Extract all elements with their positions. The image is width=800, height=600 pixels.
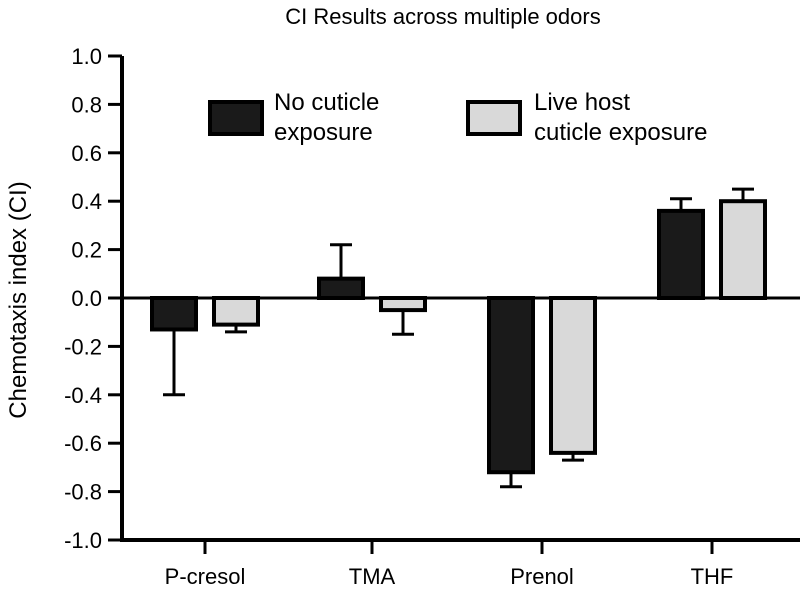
y-tick-label: 0.0	[71, 286, 102, 311]
y-tick-label: 0.2	[71, 238, 102, 263]
bar	[150, 296, 198, 332]
x-tick-label: THF	[691, 564, 734, 589]
x-tick-label: P-cresol	[165, 564, 246, 589]
bar	[317, 276, 365, 301]
bar	[487, 296, 535, 475]
axes: 1.0 0.8 0.6 0.4 0.2 0.0 -0.2 -0.4 -0.6 -0.8 -1.0 P-…	[64, 44, 800, 589]
y-axis-label: Chemotaxis index (CI)	[5, 181, 32, 418]
legend-label: exposure	[274, 119, 373, 146]
legend-label: No cuticle	[274, 89, 379, 116]
legend: No cuticle exposure Live host cuticle expos…	[208, 89, 707, 146]
y-tick-label: -0.6	[64, 431, 102, 456]
bar	[379, 296, 427, 313]
y-tick-label: 0.4	[71, 189, 102, 214]
y-tick-label: 0.6	[71, 141, 102, 166]
bar	[212, 296, 260, 327]
legend-swatch	[466, 100, 522, 136]
bar	[719, 199, 767, 300]
y-tick-label: -0.4	[64, 383, 102, 408]
y-tick-label: -1.0	[64, 528, 102, 553]
legend-swatch	[208, 100, 264, 136]
bar	[549, 296, 597, 455]
y-tick-label: -0.8	[64, 480, 102, 505]
chart-title: CI Results across multiple odors	[285, 4, 600, 29]
bar	[657, 208, 705, 301]
y-tick-label: -0.2	[64, 334, 102, 359]
y-tick-label: 0.8	[71, 92, 102, 117]
bars	[150, 187, 767, 489]
legend-label: Live host	[534, 89, 630, 116]
legend-label: cuticle exposure	[534, 119, 707, 146]
x-tick-label: TMA	[349, 564, 396, 589]
y-tick-label: 1.0	[71, 44, 102, 69]
x-tick-label: Prenol	[510, 564, 574, 589]
